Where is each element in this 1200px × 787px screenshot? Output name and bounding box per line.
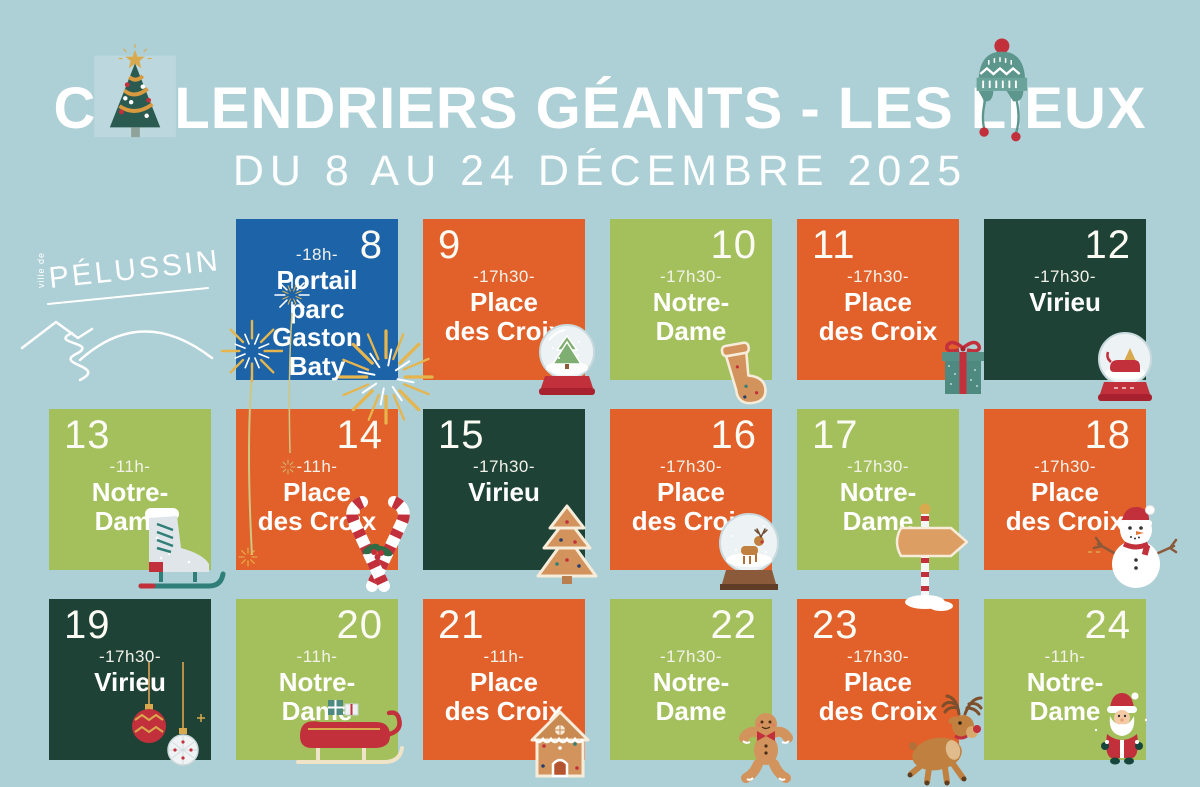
day-time: -11h- <box>483 647 525 666</box>
pelussin-logo: ville de PÉLUSSIN <box>14 236 222 394</box>
day-place: Notre- Dame <box>91 477 169 536</box>
day-time: -17h30- <box>98 647 162 666</box>
day-time: -17h30- <box>659 647 723 666</box>
day-cell-8: 8 -18h- Portail parc Gaston Baty <box>236 219 398 380</box>
day-time: -11h- <box>296 647 338 666</box>
day-time: -17h30- <box>472 457 536 476</box>
day-number: 21 <box>438 603 485 647</box>
stocking-cookie-icon <box>720 341 767 405</box>
day-number: 12 <box>1084 223 1131 267</box>
poster-subtitle: DU 8 AU 24 DÉCEMBRE 2025 <box>232 147 968 195</box>
day-place: Place des Croix <box>818 667 938 726</box>
day-number: 20 <box>336 603 383 647</box>
day-number: 10 <box>710 223 757 267</box>
day-time: -17h30- <box>659 457 723 476</box>
day-cell-16: 16 -17h30- Place des Croix <box>610 409 779 590</box>
day-time: -17h30- <box>472 267 536 286</box>
day-number: 14 <box>336 413 383 457</box>
day-time: -17h30- <box>846 457 910 476</box>
day-place: Place des Croix <box>257 477 377 536</box>
day-cell-12: 12 -17h30- Virieu <box>984 219 1152 401</box>
title-prefix: C <box>53 76 97 141</box>
day-place: Virieu <box>94 667 166 697</box>
christmas-tree-icon <box>94 44 177 138</box>
day-time: -17h30- <box>846 267 910 286</box>
day-number: 19 <box>64 603 111 647</box>
day-cell-22: 22 -17h30- Notre- Dame <box>610 599 793 783</box>
logo-ville-de: ville de <box>36 252 46 288</box>
day-place: Notre- Dame <box>839 477 917 536</box>
logo-mountain-art <box>20 320 94 350</box>
day-cell-10: 10 -17h30- Notre- Dame <box>610 219 772 405</box>
day-time: -17h30- <box>659 267 723 286</box>
day-place: Notre- Dame <box>652 287 730 346</box>
day-time: -11h- <box>1044 647 1086 666</box>
day-number: 22 <box>710 603 757 647</box>
day-place: Place des Croix <box>631 477 751 536</box>
day-time: -18h- <box>295 245 339 264</box>
day-place: Place des Croix <box>444 667 564 726</box>
day-time: -11h- <box>296 457 338 476</box>
snow-globe-sleigh-icon <box>1098 332 1152 401</box>
day-number: 13 <box>64 413 111 457</box>
calendar-grid: 8 -18h- Portail parc Gaston Baty <box>49 219 1178 786</box>
day-cell-18: 18 -17h30- Place des Croix <box>984 409 1178 588</box>
logo-cell <box>49 219 211 380</box>
poster-header: C LENDRIERS GÉANTS - LES LIEUX <box>0 0 1200 196</box>
logo-road-art <box>64 331 90 382</box>
logo-bridge-art <box>78 330 214 362</box>
day-number: 18 <box>1084 413 1131 457</box>
day-time: -17h30- <box>1033 457 1097 476</box>
day-number: 15 <box>438 413 485 457</box>
day-cell-17: 17 -17h30- Notre- Dame <box>797 409 969 611</box>
day-place: Notre- Dame <box>652 667 730 726</box>
day-time: -17h30- <box>846 647 910 666</box>
title-suffix: LENDRIERS GÉANTS - LES LIEUX <box>174 38 1146 142</box>
day-place: Place des Croix <box>1005 477 1125 536</box>
day-cell-9: 9 -17h30- Place des Croix <box>423 219 595 395</box>
day-number: 24 <box>1084 603 1131 647</box>
day-time: -17h30- <box>1033 267 1097 286</box>
day-cell-20: 20 -11h- Notre- Dame <box>236 599 404 764</box>
day-cell-11: 11 -17h30- Place des Croix <box>797 219 984 394</box>
day-time: -11h- <box>109 457 151 476</box>
logo-underline <box>47 287 209 305</box>
winter-hat-icon <box>976 38 1027 142</box>
day-place: Place des Croix <box>444 287 564 346</box>
day-place: Notre- Dame <box>1026 667 1104 726</box>
day-number: 8 <box>359 223 383 267</box>
day-place: Notre- Dame <box>278 667 356 726</box>
day-place: Virieu <box>1029 287 1101 317</box>
day-cell-24: 24 -11h- Notre- Dame <box>984 599 1148 765</box>
day-cell-21: 21 -11h- Place des Croix <box>423 599 590 778</box>
day-number: 17 <box>812 413 859 457</box>
day-place: Virieu <box>468 477 540 507</box>
day-number: 11 <box>812 223 856 267</box>
day-cell-13: 13 -11h- Notre- Dame <box>49 409 226 589</box>
day-number: 9 <box>438 223 462 267</box>
day-place: Place des Croix <box>818 287 938 346</box>
day-cell-23: 23 -17h30- Place des Croix <box>797 599 983 786</box>
day-number: 23 <box>812 603 859 647</box>
day-cell-15: 15 -17h30- Virieu <box>423 409 598 584</box>
day-place: Portail parc Gaston Baty <box>272 265 362 381</box>
gingerbread-tree-icon <box>536 504 598 584</box>
day-cell-14: 14 -11h- Place des Croix <box>236 409 410 592</box>
day-cell-19: 19 -17h30- Virieu <box>49 599 211 766</box>
day-number: 16 <box>710 413 757 457</box>
poster-title: C LENDRIERS GÉANTS - LES LIEUX <box>0 38 1200 142</box>
